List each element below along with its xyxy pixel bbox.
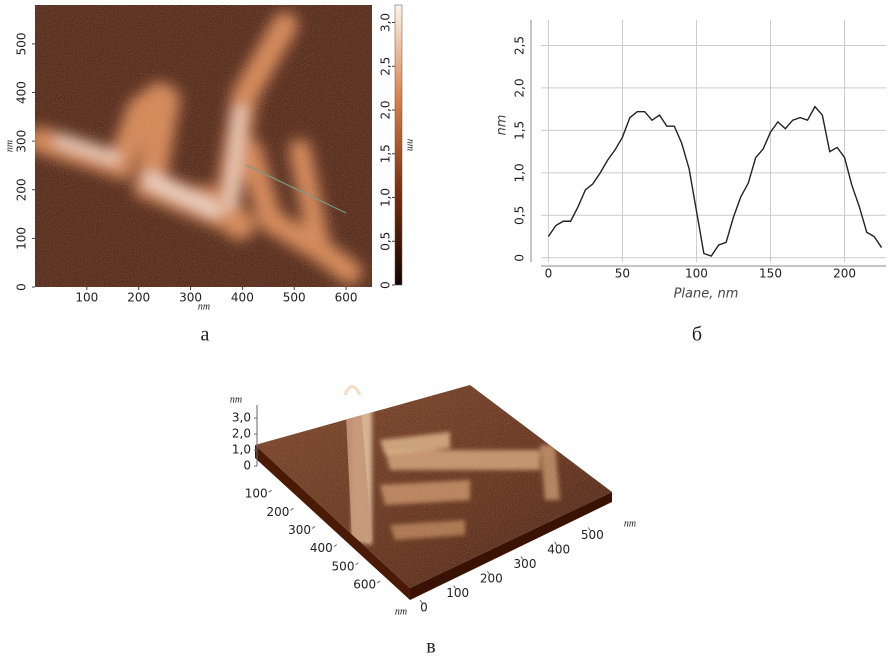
x-axis-label: nm [624,518,636,529]
ridge-peak [345,387,360,396]
y-axis-label: nm [395,606,407,617]
x-tick-label: 150 [759,267,782,281]
z-tick-label: 3,0 [232,411,251,425]
colorbar-tick-label: 3,0 [379,13,393,32]
y-tick-label: 100 [15,227,29,250]
y-tick-label: 0 [15,283,29,291]
colorbar-tick-label: 1,0 [379,188,393,207]
x-tick-label: 100 [75,291,98,305]
surface [250,380,620,600]
y-tick [377,581,380,583]
y-tick-label: 0 [513,254,527,262]
colorbar-tick-label: 2,5 [379,57,393,76]
x-axis-label: Plane, nm [674,287,739,302]
y-tick-label: 200 [15,178,29,201]
x-tick-label: 200 [127,291,150,305]
colorbar-label: nm [405,139,416,151]
x-tick-label: 400 [231,291,254,305]
x-axis-label: nm [198,301,210,312]
x-tick-label: 0 [420,601,428,615]
colorbar-tick-label: 1,5 [379,144,393,163]
x-tick-label: 500 [581,528,604,542]
x-tick-label: 300 [514,557,537,571]
x-tick-label: 0 [545,267,553,281]
y-tick [312,526,315,528]
profile-line [548,107,881,256]
y-tick-label: 500 [15,32,29,55]
x-tick-label: 400 [547,543,570,557]
y-tick [290,508,293,510]
y-tick-label: 600 [353,577,376,591]
panel-caption: б [692,324,702,346]
x-tick-label: 500 [283,291,306,305]
x-tick-label: 100 [446,586,469,600]
colorbar-tick-label: 0 [379,281,393,289]
image-noise [35,5,372,287]
panel-caption: в [426,636,435,658]
x-tick-label: 200 [480,572,503,586]
x-tick-label: 100 [685,267,708,281]
y-tick-label: 0,5 [513,206,527,225]
colorbar-tick-label: 0,5 [379,232,393,251]
y-tick-label: 300 [288,523,311,537]
z-tick-label: 1,0 [232,443,251,457]
y-tick [355,563,358,565]
afm-image [35,5,372,287]
y-tick [269,490,272,492]
y-axis-label: nm [495,115,510,136]
y-tick-label: 500 [332,559,355,573]
x-tick-label: 600 [335,291,358,305]
y-tick-label: 400 [15,81,29,104]
y-tick-label: 1,0 [513,163,527,182]
z-tick-label: 2,0 [232,427,251,441]
y-tick-label: 100 [245,487,268,501]
y-tick [334,545,337,547]
z-axis-label: nm [230,394,242,405]
y-axis-label: nm [4,140,15,152]
y-tick-label: 200 [266,505,289,519]
z-tick-label: 0 [243,459,251,473]
y-tick-label: 1,5 [513,121,527,140]
colorbar-tick-label: 2,0 [379,100,393,119]
y-tick-label: 300 [15,130,29,153]
surface-noise [255,385,612,588]
y-tick-label: 2,0 [513,78,527,97]
figure: 1002003004005006000100200300400500nmnm00… [0,0,891,662]
colorbar [395,5,402,285]
x-tick-label: 200 [833,267,856,281]
y-tick-label: 2,5 [513,36,527,55]
y-tick-label: 400 [310,541,333,555]
x-tick-label: 50 [615,267,630,281]
panel-caption: а [201,324,210,346]
